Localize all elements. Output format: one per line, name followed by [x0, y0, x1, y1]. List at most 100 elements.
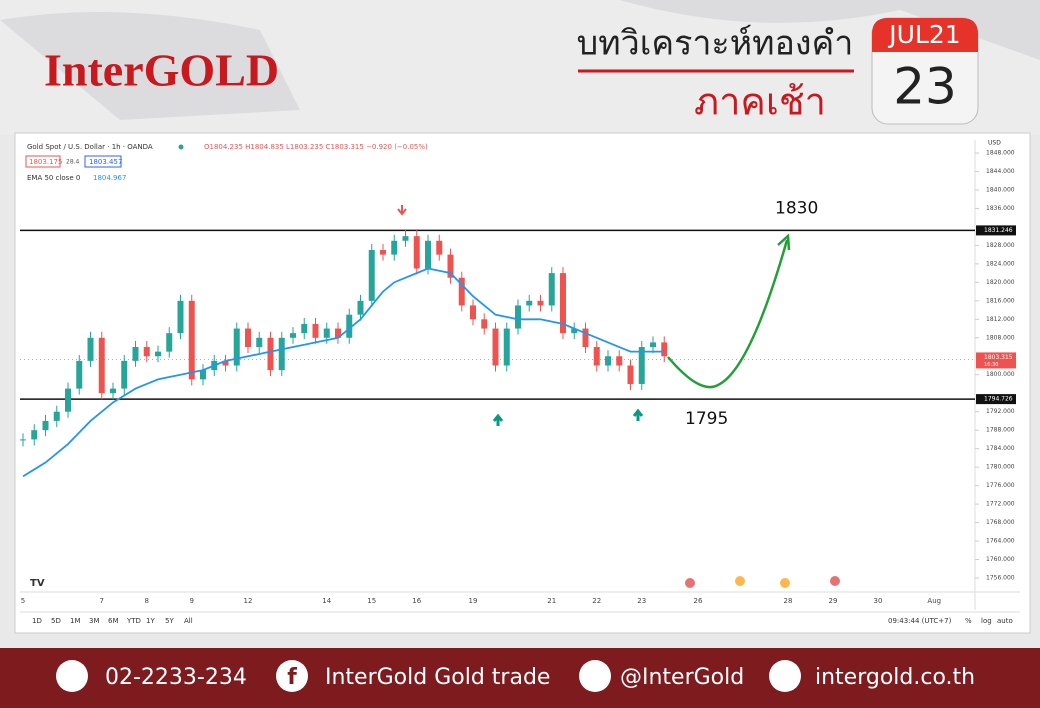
sell-arrow	[397, 205, 407, 216]
candle	[256, 337, 263, 348]
x-tick-label: 22	[592, 597, 601, 605]
indicator: EMA 50 close 0	[27, 174, 80, 182]
y-tick-label: 1784.000	[986, 445, 1015, 452]
y-tick-label: 1780.000	[986, 464, 1015, 471]
buy-arrow	[492, 413, 504, 426]
event-icon	[735, 576, 745, 586]
y-tick-label: 1848.000	[986, 150, 1015, 157]
candle	[481, 319, 488, 329]
candle	[515, 305, 521, 329]
candle	[110, 388, 116, 394]
candle	[458, 277, 465, 306]
y-tick-label: 1824.000	[986, 260, 1015, 267]
y-tick-label: 1836.000	[986, 205, 1015, 212]
y-tick-label: 1844.000	[986, 168, 1015, 175]
x-tick-label: 19	[469, 597, 478, 605]
range-button[interactable]: 1Y	[146, 617, 155, 625]
x-tick-label: 7	[100, 597, 104, 605]
range-button[interactable]: 5D	[51, 617, 61, 625]
candle	[357, 300, 364, 315]
x-tick-label: 26	[694, 597, 703, 605]
brand: InterGOLD	[44, 45, 279, 96]
phone: 02-2233-234	[105, 665, 247, 690]
bid-box	[25, 155, 61, 168]
candle	[560, 273, 566, 334]
y-tick-label: 1812.000	[986, 316, 1015, 323]
y-tick-label: 1760.000	[986, 556, 1015, 563]
y-tick-label: 1788.000	[986, 427, 1015, 434]
candle	[638, 347, 645, 384]
ask: 1803.457	[89, 158, 122, 166]
candle	[436, 240, 443, 255]
event-icon	[830, 576, 840, 586]
range-button[interactable]: 1D	[32, 617, 42, 625]
range-button[interactable]: 3M	[89, 617, 100, 625]
event-icon	[685, 578, 695, 588]
range-button[interactable]: YTD	[126, 617, 141, 625]
last-price-time: 16:30	[984, 362, 998, 368]
facebook-icon	[276, 660, 308, 692]
website: intergold.co.th	[815, 665, 975, 690]
calendar-top	[872, 18, 978, 52]
range-button[interactable]: All	[184, 617, 193, 625]
candle	[526, 300, 533, 306]
x-tick-label: 8	[145, 597, 149, 605]
candle	[616, 356, 623, 366]
y-tick-label: 1768.000	[986, 519, 1015, 526]
x-tick-label: 16	[412, 597, 421, 605]
web-icon	[769, 660, 801, 692]
candle	[503, 328, 510, 366]
option-button[interactable]: auto	[997, 617, 1013, 625]
buy-arrow	[632, 408, 644, 421]
candle	[391, 240, 398, 255]
candle	[627, 365, 634, 384]
calendar-month: JUL21	[887, 20, 960, 49]
y-tick-label: 1756.000	[986, 575, 1015, 582]
candle	[98, 337, 105, 394]
currency: USD	[988, 140, 1001, 147]
y-tick-label: 1792.000	[986, 408, 1015, 415]
ema-line	[22, 267, 665, 478]
candle	[177, 300, 184, 334]
candle	[447, 254, 454, 278]
candle	[87, 337, 94, 361]
candle	[132, 347, 139, 361]
candle	[323, 328, 330, 338]
facebook: InterGold Gold trade	[325, 665, 550, 690]
range-button[interactable]: 1M	[70, 617, 81, 625]
level-annotation: 1795	[685, 409, 728, 429]
candle	[222, 360, 229, 366]
level-annotation: 1830	[775, 198, 818, 218]
tv-logo: TV	[30, 578, 45, 589]
candle	[571, 328, 578, 334]
y-tick-label: 1776.000	[986, 482, 1015, 489]
candle	[605, 356, 611, 366]
candle	[402, 236, 409, 241]
last-price-label: 1803.315	[984, 354, 1013, 361]
candle	[200, 370, 206, 380]
candle	[470, 305, 476, 320]
option-button[interactable]: log	[981, 617, 992, 625]
candle	[42, 420, 49, 431]
projection-head	[777, 233, 791, 251]
y-tick-label: 1828.000	[986, 242, 1015, 249]
chart-panel	[14, 132, 1031, 634]
candle	[233, 328, 240, 366]
candle	[593, 347, 600, 366]
candle	[121, 360, 128, 389]
footer	[0, 648, 1040, 708]
candle	[166, 333, 173, 352]
last-price-tag	[976, 352, 1016, 369]
candle	[53, 411, 60, 421]
spread: 28.4	[66, 159, 80, 166]
range-button[interactable]: 5Y	[165, 617, 174, 625]
line-icon	[579, 660, 611, 692]
option-button[interactable]: %	[965, 617, 972, 625]
y-tick-label: 1772.000	[986, 501, 1015, 508]
candle	[368, 250, 375, 301]
candle	[312, 323, 319, 338]
range-button[interactable]: 6M	[108, 617, 119, 625]
y-tick-label: 1808.000	[986, 334, 1015, 341]
candle	[335, 328, 341, 338]
